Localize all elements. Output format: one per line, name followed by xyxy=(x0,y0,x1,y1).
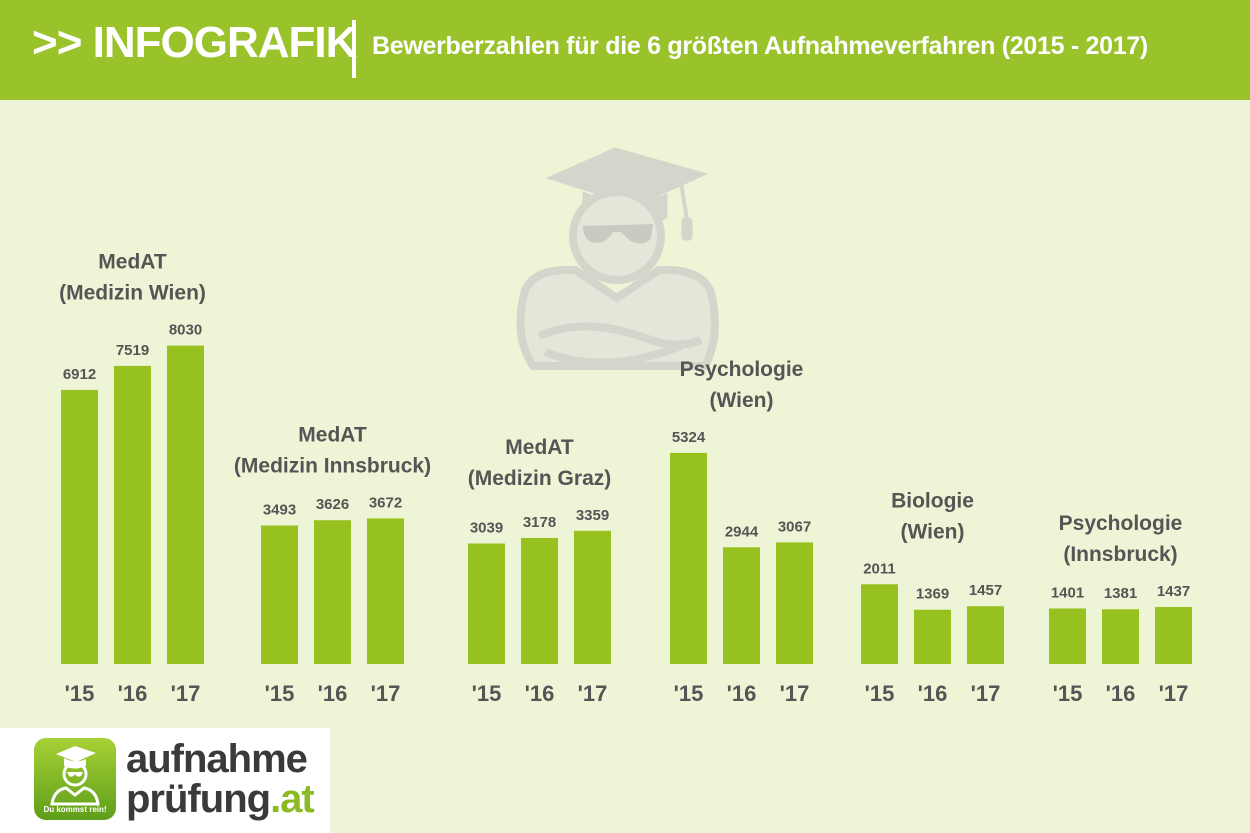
group-label-4: Psychologie (Wien) xyxy=(680,358,804,412)
logo-word-pruefung: prüfung.at xyxy=(126,777,315,821)
header-bar: >> INFOGRAFIK Bewerberzahlen für die 6 g… xyxy=(0,0,1250,100)
bar-4-2 xyxy=(723,547,760,664)
group-label-2-line-1: MedAT xyxy=(298,423,367,446)
value-label-4-1: 5324 xyxy=(672,429,706,446)
tick-label-4-1: '15 xyxy=(674,681,704,706)
bar-6-3 xyxy=(1155,607,1192,664)
value-label-4-2: 2944 xyxy=(725,523,759,540)
group-label-3-line-2: (Medizin Graz) xyxy=(468,467,612,490)
bar-1-2 xyxy=(114,365,151,664)
group-label-6-line-2: (Innsbruck) xyxy=(1063,543,1177,566)
group-label-1-line-1: MedAT xyxy=(98,251,167,274)
group-label-1-line-2: (Medizin Wien) xyxy=(59,282,206,305)
tick-label-2-3: '17 xyxy=(371,681,401,706)
value-label-5-3: 1457 xyxy=(969,582,1002,599)
group-label-3: MedAT (Medizin Graz) xyxy=(468,436,612,490)
bar-1-1 xyxy=(61,389,98,664)
group-label-1: MedAT (Medizin Wien) xyxy=(59,251,206,305)
logo-tld: .at xyxy=(270,777,315,821)
tick-label-1-3: '17 xyxy=(171,681,201,706)
tick-label-6-2: '16 xyxy=(1106,681,1136,706)
bar-5-3 xyxy=(967,606,1004,664)
logo-word-aufnahme: aufnahme xyxy=(126,737,308,781)
group-label-5-line-1: Biologie xyxy=(891,489,974,512)
value-label-1-1: 6912 xyxy=(63,366,96,383)
group-label-6-line-1: Psychologie xyxy=(1059,512,1183,535)
bar-1-3 xyxy=(167,345,204,664)
value-label-2-3: 3672 xyxy=(369,494,402,511)
bar-6-2 xyxy=(1102,609,1139,664)
tick-label-3-3: '17 xyxy=(578,681,608,706)
chart-subtitle: Bewerberzahlen für die 6 größten Aufnahm… xyxy=(372,32,1148,60)
bar-4-1 xyxy=(670,452,707,664)
tick-label-6-3: '17 xyxy=(1159,681,1189,706)
tick-label-2-2: '16 xyxy=(318,681,348,706)
bar-5-1 xyxy=(861,584,898,664)
tick-label-5-3: '17 xyxy=(971,681,1001,706)
graduate-student-icon xyxy=(516,147,719,370)
bar-3-1 xyxy=(468,543,505,664)
value-label-2-1: 3493 xyxy=(263,502,296,519)
bar-3-3 xyxy=(574,530,611,664)
bar-6-1 xyxy=(1049,608,1086,664)
header-divider xyxy=(352,20,356,78)
group-label-4-line-1: Psychologie xyxy=(680,358,804,381)
bar-2-1 xyxy=(261,525,298,664)
value-label-1-2: 7519 xyxy=(116,342,149,359)
value-label-6-1: 1401 xyxy=(1051,584,1084,601)
bar-2-3 xyxy=(367,518,404,664)
tick-label-6-1: '15 xyxy=(1053,681,1083,706)
value-label-3-2: 3178 xyxy=(523,514,556,531)
tick-label-2-1: '15 xyxy=(265,681,295,706)
group-label-2: MedAT (Medizin Innsbruck) xyxy=(234,423,431,477)
tick-label-5-1: '15 xyxy=(865,681,895,706)
tick-label-3-1: '15 xyxy=(472,681,502,706)
graduate-mascot-logo-icon: Du kommst rein! xyxy=(34,738,116,820)
value-label-5-1: 2011 xyxy=(863,560,896,577)
infografik-title: >> INFOGRAFIK xyxy=(32,18,357,67)
bar-3-2 xyxy=(521,537,558,664)
group-label-3-line-1: MedAT xyxy=(505,436,574,459)
group-label-5-line-2: (Wien) xyxy=(901,520,965,543)
value-label-2-2: 3626 xyxy=(316,496,349,513)
tick-label-1-1: '15 xyxy=(65,681,95,706)
group-label-5: Biologie (Wien) xyxy=(891,489,974,543)
bar-5-2 xyxy=(914,609,951,664)
value-label-5-2: 1369 xyxy=(916,586,949,603)
bar-4-3 xyxy=(776,542,813,664)
value-label-6-3: 1437 xyxy=(1157,583,1190,600)
logo-slogan: Du kommst rein! xyxy=(43,805,107,814)
value-label-4-3: 3067 xyxy=(778,518,811,535)
value-label-1-3: 8030 xyxy=(169,322,202,339)
tick-label-4-3: '17 xyxy=(780,681,810,706)
group-label-2-line-2: (Medizin Innsbruck) xyxy=(234,454,431,477)
tick-label-3-2: '16 xyxy=(525,681,555,706)
group-label-4-line-2: (Wien) xyxy=(710,389,774,412)
value-label-6-2: 1381 xyxy=(1104,585,1137,602)
bar-chart: 6912 '15 7519 '16 8030 '17 MedAT (Medizin Wien)… xyxy=(59,251,1192,706)
tick-label-5-2: '16 xyxy=(918,681,948,706)
tick-label-4-2: '16 xyxy=(727,681,757,706)
tick-label-1-2: '16 xyxy=(118,681,148,706)
mascot-badge-graphic xyxy=(50,746,100,806)
logo-word-pruefung-text: prüfung xyxy=(126,777,271,821)
group-label-6: Psychologie (Innsbruck) xyxy=(1059,512,1183,566)
bar-2-2 xyxy=(314,520,351,664)
value-label-3-3: 3359 xyxy=(576,507,609,524)
value-label-3-1: 3039 xyxy=(470,520,503,537)
